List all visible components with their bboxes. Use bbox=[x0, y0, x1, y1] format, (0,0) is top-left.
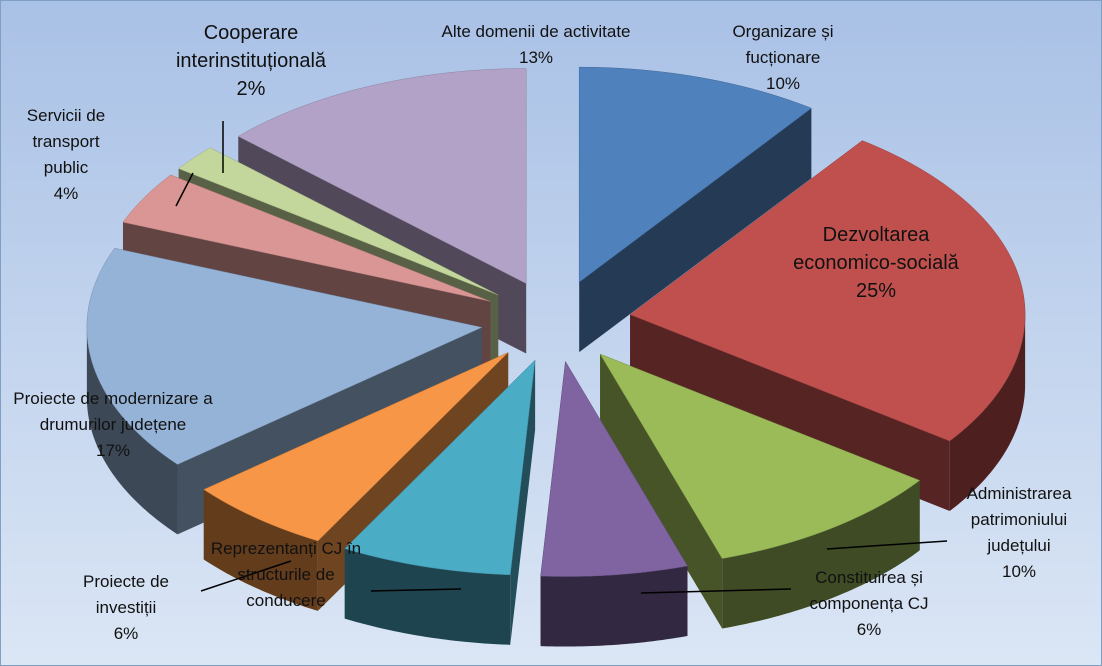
slice-label: Cooperare interinstituțională 2% bbox=[156, 19, 346, 103]
category-label: Organizare și fucționare bbox=[732, 22, 834, 67]
slice-label: Servicii de transport public 4% bbox=[11, 103, 121, 207]
slice-label: Alte domenii de activitate 13% bbox=[441, 19, 631, 71]
slice-edge bbox=[344, 548, 511, 645]
slice-edge bbox=[203, 489, 318, 611]
category-label: Servicii de transport public bbox=[26, 106, 106, 177]
slice-top bbox=[203, 352, 509, 542]
leader-line bbox=[370, 588, 462, 592]
value-label: 13% bbox=[518, 48, 554, 67]
slice-edge bbox=[540, 566, 688, 647]
slice-side bbox=[579, 108, 812, 353]
category-label: Cooperare interinstituțională bbox=[175, 22, 327, 72]
slice-top bbox=[178, 147, 499, 296]
slice-label: Administrarea patrimoniului județului 10% bbox=[939, 481, 1099, 585]
slice-edge bbox=[949, 314, 1026, 511]
leader-line bbox=[640, 588, 792, 594]
slice-edge bbox=[86, 327, 178, 535]
category-label: Administrarea patrimoniului județului bbox=[966, 484, 1072, 555]
slice-side bbox=[600, 354, 723, 629]
slice-label: Organizare și fucționare 10% bbox=[698, 19, 868, 97]
slice-label: Proiecte de modernizare a drumurilor jud… bbox=[8, 386, 218, 464]
slice-label: Constituirea și componența CJ 6% bbox=[774, 565, 964, 643]
value-label: 6% bbox=[113, 624, 139, 643]
value-label: 17% bbox=[95, 441, 131, 460]
slice-top bbox=[86, 247, 483, 465]
category-label: Proiecte de modernizare a drumurilor jud… bbox=[13, 389, 213, 434]
leader-line bbox=[175, 172, 194, 207]
leader-line bbox=[200, 560, 292, 592]
slice-edge bbox=[722, 480, 920, 629]
category-label: Constituirea și componența CJ bbox=[809, 568, 929, 613]
slice-top bbox=[578, 66, 812, 283]
category-label: Dezvoltarea economico-socială bbox=[793, 224, 959, 274]
slice-top bbox=[540, 360, 688, 577]
value-label: 10% bbox=[765, 74, 801, 93]
category-label: Reprezentanți CJ în structurile de condu… bbox=[210, 539, 362, 610]
value-label: 10% bbox=[1001, 562, 1037, 581]
leader-line bbox=[826, 540, 948, 550]
slice-top bbox=[344, 359, 536, 576]
value-label: 2% bbox=[236, 78, 266, 100]
slice bbox=[540, 360, 688, 647]
leader-lines bbox=[175, 121, 948, 594]
category-label: Alte domenii de activitate bbox=[441, 22, 631, 41]
slice bbox=[578, 66, 812, 353]
slice bbox=[599, 353, 921, 629]
slice-top bbox=[629, 140, 1026, 442]
slice-top bbox=[237, 68, 527, 284]
value-label: 25% bbox=[855, 280, 897, 302]
slice bbox=[344, 359, 536, 645]
value-label: 4% bbox=[53, 184, 79, 203]
value-label: 6% bbox=[856, 620, 882, 639]
slice-top bbox=[122, 174, 491, 302]
slice-label: Proiecte de investiții 6% bbox=[66, 569, 186, 647]
slice-label: Dezvoltarea economico-socială 25% bbox=[791, 221, 961, 305]
slice-top bbox=[599, 353, 921, 559]
category-label: Proiecte de investiții bbox=[83, 572, 169, 617]
slice-label: Reprezentanți CJ în structurile de condu… bbox=[196, 536, 376, 614]
